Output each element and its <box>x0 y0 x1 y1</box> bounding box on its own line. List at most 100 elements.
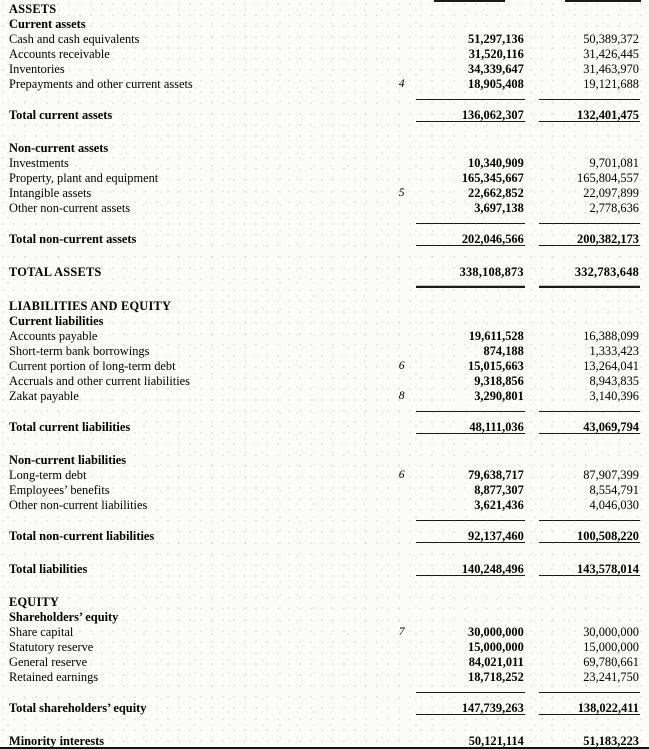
row-value-current: 3,621,436 <box>474 497 524 512</box>
table-row: Accounts receivable 31,520,116 31,426,44… <box>8 45 640 60</box>
table-row: Cash and cash equivalents 51,297,136 50,… <box>8 30 640 45</box>
row-note-ref <box>388 169 416 184</box>
table-row: Zakat payable 8 3,290,801 3,140,396 <box>8 387 640 402</box>
row-note-ref <box>388 60 416 75</box>
subtotal-label: Total shareholders’ equity <box>9 701 147 716</box>
row-label: Other non-current assets <box>9 200 131 215</box>
row-value-current: 84,021,011 <box>468 654 524 669</box>
row-label: Other non-current liabilities <box>9 497 148 512</box>
subtotal-underline-current <box>415 245 525 257</box>
table-row: Current portion of long-term debt 6 15,0… <box>8 357 640 372</box>
row-value-previous: 4,046,030 <box>589 497 639 512</box>
row-value-previous: 9,701,081 <box>589 155 639 170</box>
row-value-previous: 22,097,899 <box>583 185 639 200</box>
subtotal-value-current: 202,046,566 <box>461 231 524 246</box>
row-value-previous: 16,388,099 <box>583 328 639 343</box>
subtotal-row-current-liabilities: Total current liabilities 48,111,036 43,… <box>8 418 640 434</box>
subtotal-rule-previous <box>538 683 640 693</box>
row-value-previous: 87,907,399 <box>583 467 639 482</box>
row-value-current: 18,718,252 <box>468 669 524 684</box>
row-note-ref <box>388 372 416 387</box>
subtotal-underline-row <box>8 714 640 726</box>
row-value-previous: 3,140,396 <box>589 388 639 403</box>
column-rule-previous-year <box>565 0 641 2</box>
grand-total-row-assets: TOTAL ASSETS 338,108,873 332,783,648 <box>8 263 640 278</box>
subsection-heading-label: Non-current liabilities <box>9 452 127 467</box>
total-underline-current <box>415 575 525 587</box>
row-label: General reserve <box>9 654 88 669</box>
grand-total-label: TOTAL ASSETS <box>9 264 102 279</box>
subtotal-label: Total non-current liabilities <box>9 529 155 544</box>
row-note-ref: 8 <box>398 389 405 403</box>
row-note-ref <box>388 668 416 683</box>
row-minority-interests: Minority interests 50,121,114 51,183,223 <box>8 732 640 747</box>
row-value-previous: 23,241,750 <box>583 669 639 684</box>
grand-total-double-rule-previous <box>538 278 640 288</box>
row-note-ref: 6 <box>398 359 405 373</box>
row-value-previous: 31,426,445 <box>583 46 639 61</box>
subtotal-value-current: 48,111,036 <box>469 419 524 434</box>
table-row: Share capital 7 30,000,000 30,000,000 <box>8 623 640 638</box>
subtotal-rule-row <box>8 402 640 412</box>
subtotal-rule-current <box>415 214 525 224</box>
row-note-ref <box>388 30 416 45</box>
section-heading-equity: EQUITY <box>8 593 640 608</box>
subtotal-rule-previous <box>538 90 640 100</box>
row-label: Retained earnings <box>9 669 99 684</box>
subtotal-underline-previous <box>538 245 640 257</box>
table-row: Prepayments and other current assets 4 1… <box>8 75 640 90</box>
row-label: Statutory reserve <box>9 639 94 654</box>
subsection-heading-current-liabilities: Current liabilities <box>8 312 640 327</box>
subtotal-rule-current <box>415 90 525 100</box>
subsection-heading-current-assets: Current assets <box>8 15 640 30</box>
row-value-previous: 8,943,835 <box>589 373 639 388</box>
section-heading-label: EQUITY <box>9 594 60 609</box>
subtotal-value-previous: 100,508,220 <box>577 528 639 543</box>
row-label: Zakat payable <box>9 388 79 403</box>
grand-total-double-rule-current <box>415 278 525 288</box>
subtotal-underline-row <box>8 542 640 554</box>
total-value-previous: 143,578,014 <box>577 561 639 576</box>
row-note-ref <box>388 199 416 214</box>
table-row: Short-term bank borrowings 874,188 1,333… <box>8 342 640 357</box>
row-note-ref <box>388 327 416 342</box>
row-value-current: 31,520,116 <box>468 46 524 61</box>
subsection-heading-label: Shareholders’ equity <box>9 609 119 624</box>
table-row: Other non-current assets 3,697,138 2,778… <box>8 199 640 214</box>
subtotal-rule-row <box>8 90 640 100</box>
total-value-current: 140,248,496 <box>461 561 524 576</box>
row-label: Employees’ benefits <box>9 482 110 497</box>
subtotal-row-non-current-liabilities: Total non-current liabilities 92,137,460… <box>8 527 640 543</box>
section-heading-assets: ASSETS <box>8 0 640 15</box>
row-note-ref <box>388 45 416 60</box>
table-row: Accounts payable 19,611,528 16,388,099 <box>8 327 640 342</box>
row-note-ref: 5 <box>398 186 405 200</box>
table-row: Employees’ benefits 8,877,307 8,554,791 <box>8 481 640 496</box>
subtotal-underline-current <box>415 433 525 445</box>
row-label: Current portion of long-term debt <box>9 358 176 373</box>
row-value-previous: 30,000,000 <box>583 624 639 639</box>
grand-total-value-current: 338,108,873 <box>459 264 524 279</box>
row-note-ref <box>388 638 416 653</box>
subtotal-rule-row <box>8 214 640 224</box>
subtotal-row-current-assets: Total current assets 136,062,307 132,401… <box>8 106 640 122</box>
table-row: Statutory reserve 15,000,000 15,000,000 <box>8 638 640 653</box>
row-value-previous: 69,780,661 <box>583 654 639 669</box>
row-label: Inventories <box>9 61 65 76</box>
row-label: Cash and cash equivalents <box>9 31 140 46</box>
subtotal-rule-current <box>415 683 525 693</box>
subtotal-rule-row <box>8 683 640 693</box>
row-value-current: 10,340,909 <box>468 155 524 170</box>
table-row: Investments 10,340,909 9,701,081 <box>8 154 640 169</box>
subtotal-underline-previous <box>538 433 640 445</box>
subtotal-underline-previous <box>538 542 640 554</box>
row-value-current: 15,000,000 <box>468 639 524 654</box>
subtotal-value-previous: 138,022,411 <box>577 700 639 715</box>
subtotal-rule-current <box>415 511 525 521</box>
row-value-previous: 2,778,636 <box>589 200 639 215</box>
subtotal-label: Total current liabilities <box>9 420 131 435</box>
table-row: Long-term debt 6 79,638,717 87,907,399 <box>8 466 640 481</box>
subtotal-underline-previous <box>538 714 640 726</box>
row-value-previous: 165,804,557 <box>577 170 639 185</box>
row-note-ref <box>388 481 416 496</box>
